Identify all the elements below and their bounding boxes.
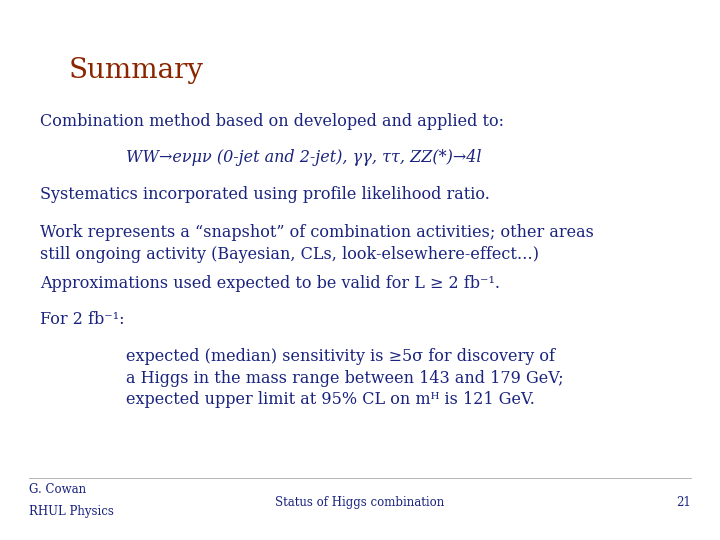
Text: Work represents a “snapshot” of combination activities; other areas
still ongoin: Work represents a “snapshot” of combinat… — [40, 224, 593, 262]
Text: Combination method based on developed and applied to:: Combination method based on developed an… — [40, 113, 503, 130]
Text: G. Cowan: G. Cowan — [29, 483, 86, 496]
Text: 21: 21 — [677, 496, 691, 509]
Text: expected (median) sensitivity is ≥5σ for discovery of
a Higgs in the mass range : expected (median) sensitivity is ≥5σ for… — [126, 348, 564, 408]
Text: WW→eνμν (0-jet and 2-jet), γγ, ττ, ZZ(*)→4l: WW→eνμν (0-jet and 2-jet), γγ, ττ, ZZ(*)… — [126, 148, 482, 165]
Text: Systematics incorporated using profile likelihood ratio.: Systematics incorporated using profile l… — [40, 186, 490, 203]
Text: For 2 fb⁻¹:: For 2 fb⁻¹: — [40, 310, 124, 327]
Text: Summary: Summary — [68, 57, 204, 84]
Text: RHUL Physics: RHUL Physics — [29, 505, 114, 518]
Text: Approximations used expected to be valid for L ≥ 2 fb⁻¹.: Approximations used expected to be valid… — [40, 275, 500, 292]
Text: Status of Higgs combination: Status of Higgs combination — [275, 496, 445, 509]
